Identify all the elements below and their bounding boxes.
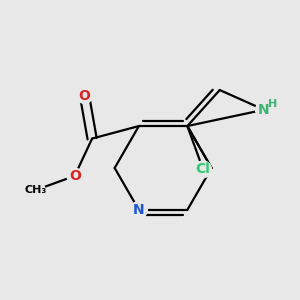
Text: O: O: [79, 88, 91, 103]
Text: Cl: Cl: [196, 162, 211, 176]
Circle shape: [130, 202, 147, 218]
Circle shape: [256, 101, 272, 118]
Text: N: N: [258, 103, 270, 117]
Circle shape: [195, 161, 212, 178]
Text: CH₃: CH₃: [25, 185, 47, 195]
Text: N: N: [133, 203, 145, 217]
Circle shape: [67, 168, 83, 184]
Text: O: O: [69, 169, 81, 183]
Circle shape: [27, 181, 45, 199]
Text: H: H: [268, 99, 277, 109]
Circle shape: [77, 88, 92, 103]
